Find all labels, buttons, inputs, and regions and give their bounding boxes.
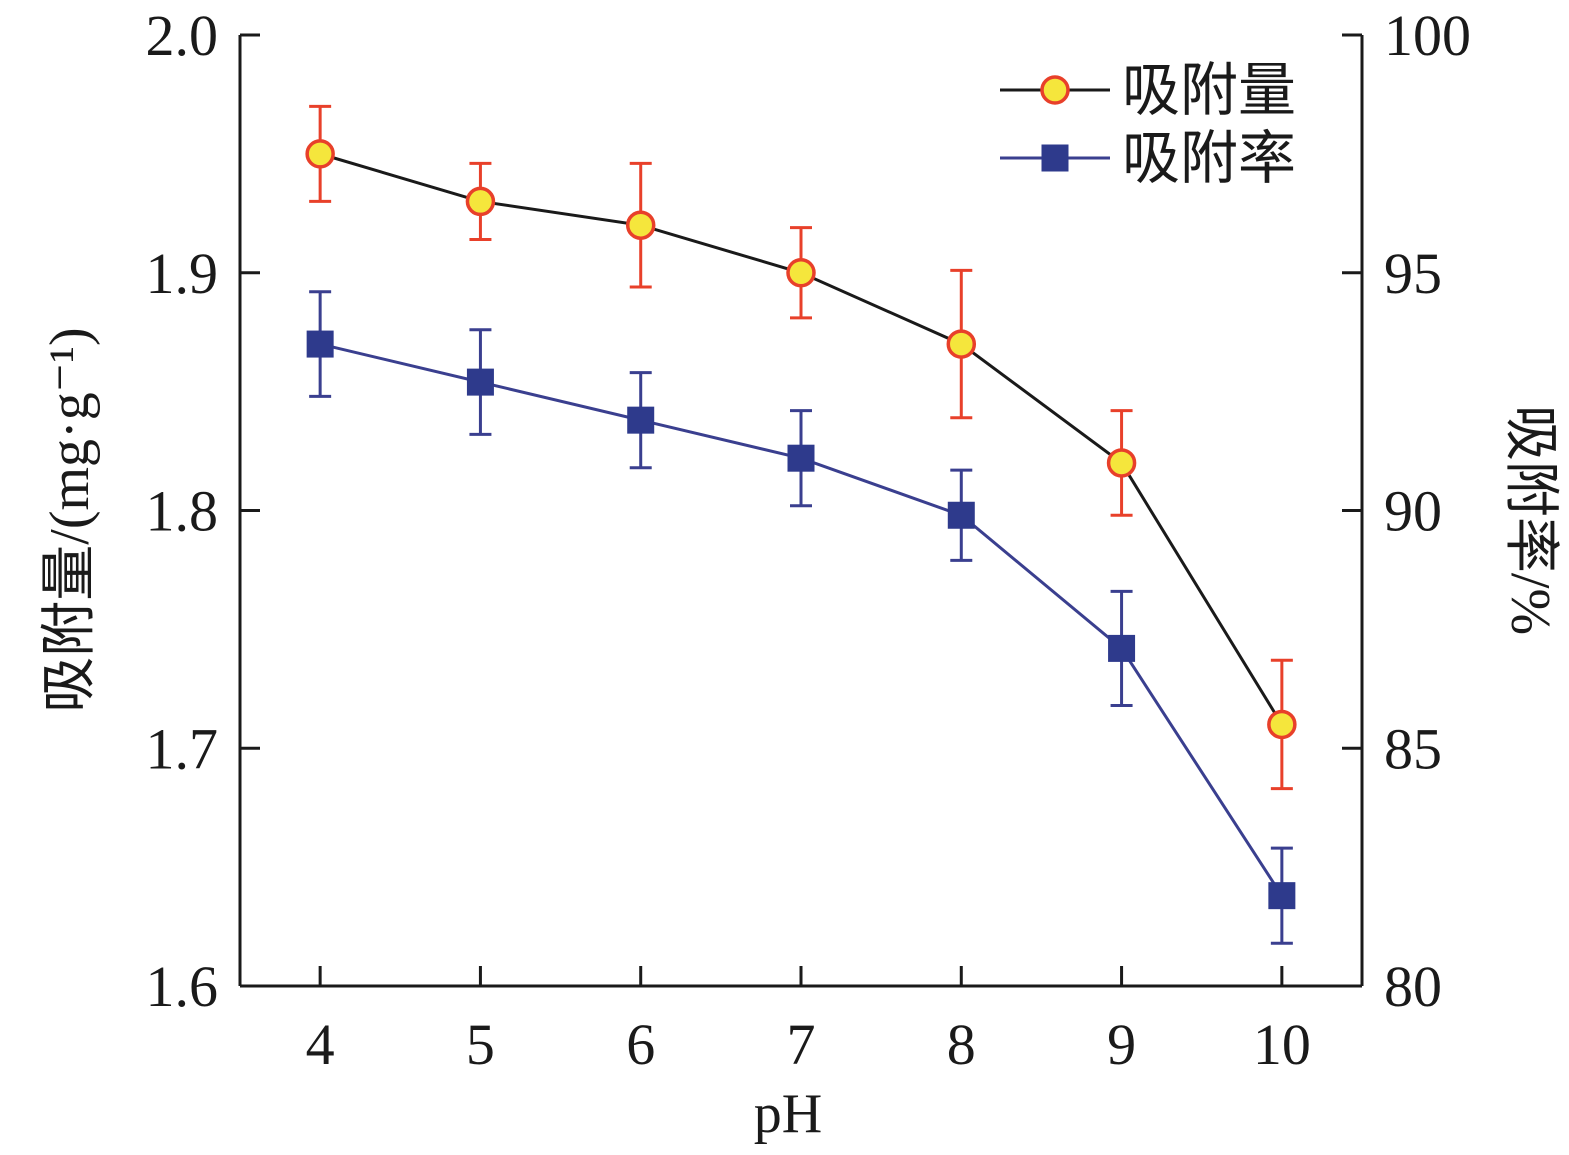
- data-point: [627, 406, 655, 434]
- series-layer: [305, 104, 1297, 945]
- y-right-tick-label: 80: [1384, 954, 1442, 1019]
- y-right-tick-label: 100: [1384, 3, 1471, 68]
- legend-marker: [1040, 75, 1070, 105]
- data-point: [1108, 634, 1136, 662]
- data-point: [787, 444, 815, 472]
- series-adsorption-amount: [305, 104, 1297, 791]
- x-tick-label: 9: [1107, 1012, 1136, 1077]
- data-point: [1268, 882, 1296, 910]
- data-point: [1267, 709, 1297, 740]
- axes: 4 5 6 7 8 9 10 1.6 1.7 1.8 1.9 2.0 80 85 90 95 100: [146, 3, 1472, 1077]
- y-left-tick-label: 1.7: [146, 716, 219, 781]
- legend-marker: [1041, 144, 1069, 172]
- y-left-tick-label: 1.8: [146, 479, 219, 544]
- data-point: [1106, 448, 1137, 478]
- data-point: [466, 368, 494, 396]
- x-tick-label: 10: [1253, 1012, 1311, 1077]
- x-tick-label: 7: [787, 1012, 816, 1077]
- y-right-axis-title: 吸附率/%: [1499, 405, 1561, 635]
- data-point: [305, 139, 335, 169]
- x-axis-title: pH: [754, 1083, 822, 1145]
- y-left-tick-label: 1.9: [146, 241, 219, 306]
- y-right-tick-label: 85: [1384, 716, 1442, 781]
- data-point: [946, 329, 977, 359]
- data-point: [947, 501, 975, 529]
- x-tick-label: 8: [947, 1012, 976, 1077]
- legend-item: 吸附率: [1000, 126, 1296, 191]
- y-right-tick-label: 90: [1384, 479, 1442, 544]
- legend-label: 吸附量: [1122, 58, 1296, 123]
- data-point: [465, 186, 496, 217]
- y-left-tick-label: 2.0: [146, 3, 219, 68]
- x-tick-label: 6: [626, 1012, 655, 1077]
- y-left-tick-label: 1.6: [146, 954, 219, 1019]
- x-tick-label: 4: [306, 1012, 335, 1077]
- y-right-tick-label: 95: [1384, 241, 1442, 306]
- x-tick-label: 5: [466, 1012, 495, 1077]
- y-left-axis-title: 吸附量/(mg·g⁻¹): [39, 327, 101, 712]
- legend-label: 吸附率: [1122, 126, 1296, 191]
- legend-item: 吸附量: [1000, 58, 1296, 123]
- data-point: [625, 210, 656, 240]
- data-point: [306, 330, 334, 358]
- data-point: [786, 258, 816, 288]
- series-adsorption-rate: [306, 290, 1296, 945]
